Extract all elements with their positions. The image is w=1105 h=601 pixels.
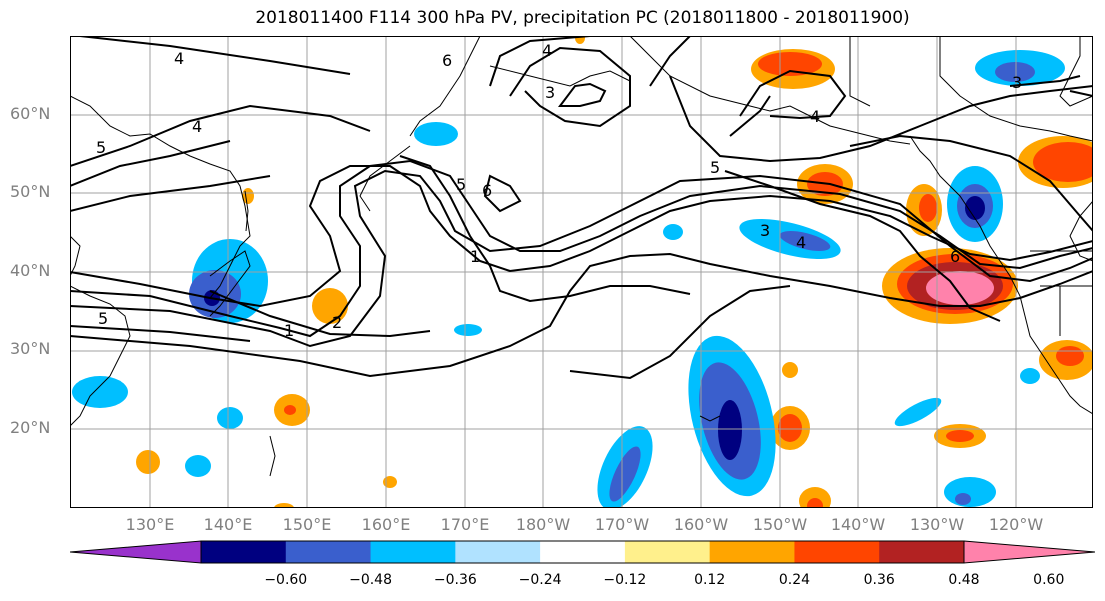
lat-label-40n: 40°N [10,261,51,280]
lat-label-30n: 30°N [10,339,51,358]
lat-label-20n: 20°N [10,418,51,437]
contour-label: 3 [760,221,770,240]
lon-label-140e: 140°E [203,515,253,534]
figure-title: 2018011400 F114 300 hPa PV, precipitatio… [255,8,910,28]
colorbar-segment [370,541,456,563]
colorbar-extend-high [964,541,1095,563]
colorbar-tick-label: 0.36 [863,572,895,588]
contour-label: 5 [710,158,720,177]
colorbar [70,540,1095,564]
contour-label: 4 [192,117,202,136]
contour-label: 5 [96,138,106,157]
colorbar-tick-label: 0.24 [778,572,811,588]
colorbar-tick-label: 0.48 [948,572,980,588]
map-panel: 4 4 5 4 3 6 6 5 5 1 2 1 5 4 3 4 6 3 [70,36,1093,508]
colorbar-segment [540,541,626,563]
lon-label-140w: 140°W [830,515,886,534]
colorbar-segment [879,541,965,563]
lon-label-160e: 160°E [361,515,411,534]
lon-label-180w: 180°W [515,515,571,534]
colorbar-tick-label: 0.60 [1033,572,1065,588]
contour-label: 1 [470,247,480,266]
contour-label: 1 [284,321,294,340]
lon-label-170e: 170°E [440,515,490,534]
contour-label: 4 [796,233,806,252]
lat-label-60n: 60°N [10,104,51,123]
colorbar-segment [201,541,287,563]
colorbar-segment [624,541,711,563]
contour-label: 4 [542,41,552,60]
colorbar-tick-label: −0.48 [349,572,392,588]
colorbar-segment [455,541,541,563]
pv-contours [70,36,1093,380]
lon-label-120w: 120°W [988,515,1044,534]
map-frame [70,36,1093,508]
lat-label-50n: 50°N [10,182,51,201]
contour-label: 4 [174,49,184,68]
lon-label-160w: 160°W [673,515,729,534]
contour-label: 3 [1012,73,1022,92]
colorbar-segment [709,541,795,563]
lon-label-150w: 150°W [752,515,808,534]
colorbar-segment [794,541,880,563]
contour-label: 3 [545,83,555,102]
colorbar-segment [285,541,372,563]
lon-label-130e: 130°E [125,515,175,534]
colorbar-tick-label: −0.60 [264,572,308,588]
lon-label-130w: 130°W [909,515,965,534]
graticule [70,36,1093,508]
colorbar-tick-label: −0.36 [433,572,477,588]
contour-label: 2 [332,313,342,332]
colorbar-tick-label: −0.12 [603,572,647,588]
contour-label: 5 [456,175,466,194]
colorbar-tick-label: 0.12 [694,572,726,588]
colorbar-extend-low [70,541,201,563]
contour-label: 6 [482,181,492,200]
pv-contour-labels: 4 4 5 4 3 6 6 5 5 1 2 1 5 4 3 4 6 3 [96,41,1022,340]
contour-label: 5 [98,309,108,328]
contour-label: 6 [950,247,960,266]
precipitation-shading [72,36,1093,508]
contour-label: 4 [810,107,820,126]
lon-label-170w: 170°W [594,515,650,534]
colorbar-tick-label: −0.24 [518,572,562,588]
contour-label: 6 [442,51,452,70]
lon-label-150e: 150°E [282,515,332,534]
